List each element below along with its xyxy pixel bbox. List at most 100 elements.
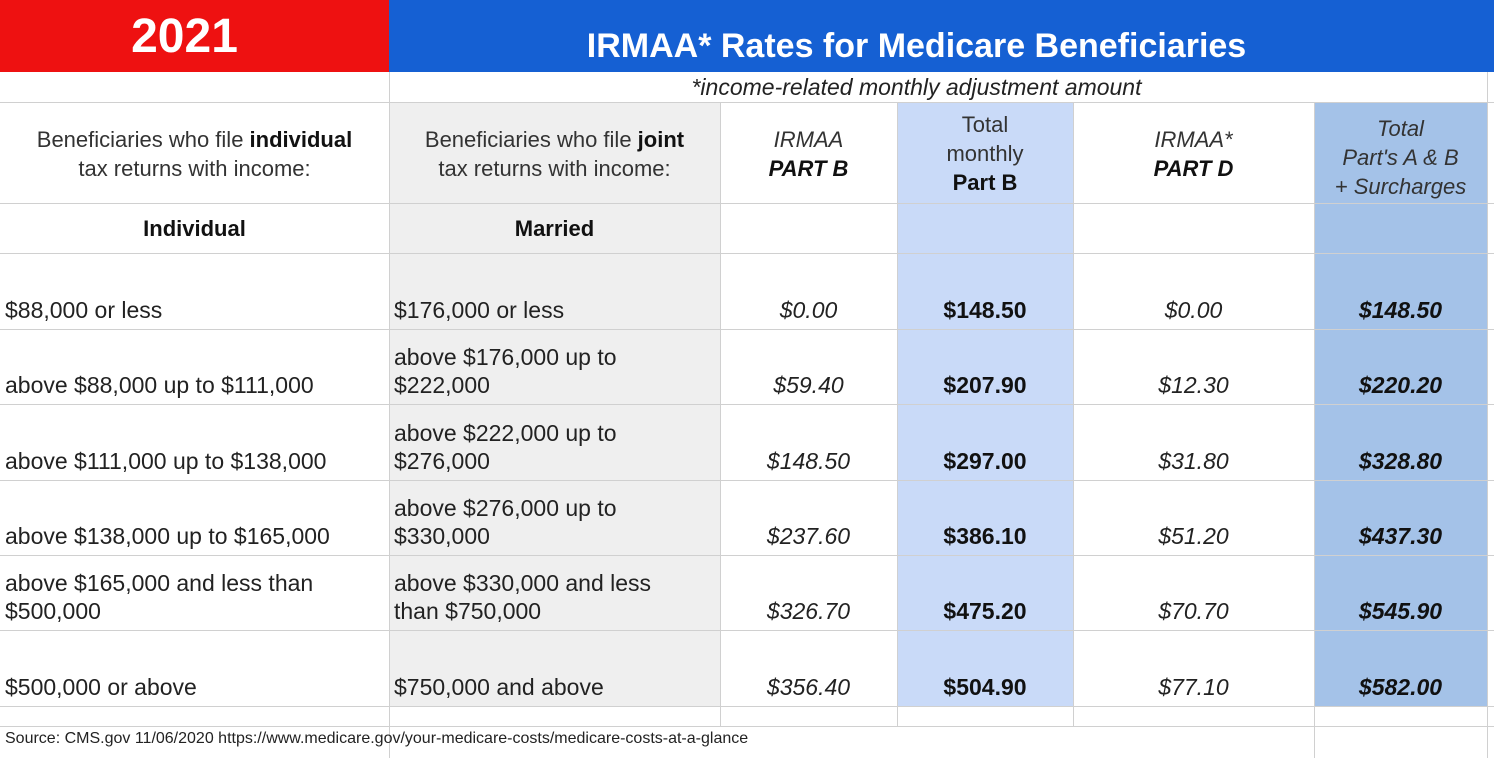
year-banner: 2021	[0, 0, 389, 72]
grid-line	[720, 102, 721, 726]
cell-value: $326.70	[766, 598, 851, 624]
cell-value: $475.20	[943, 598, 1027, 624]
header-joint-text: Beneficiaries who file	[424, 127, 638, 152]
cell-value: $0.00	[779, 297, 838, 323]
grid-line	[0, 329, 1494, 330]
cell-text-line: $176,000 or less	[394, 297, 565, 323]
cell-total-b: $297.00	[897, 404, 1073, 480]
subtitle: *income-related monthly adjustment amoun…	[389, 72, 1494, 102]
header-individual-text: Beneficiaries who file	[36, 127, 250, 152]
header-joint: Beneficiaries who file joint tax returns…	[389, 110, 720, 198]
cell-irmaa-d: $70.70	[1073, 555, 1314, 630]
cell-total-b: $207.90	[897, 329, 1073, 404]
cell-irmaa-b: $326.70	[720, 555, 897, 630]
grid-line	[1487, 72, 1488, 758]
grid-line	[0, 404, 1494, 405]
cell-individual: above $138,000 up to $165,000	[0, 480, 389, 555]
cell-irmaa-b: $237.60	[720, 480, 897, 555]
subtitle-text: *income-related monthly adjustment amoun…	[691, 73, 1142, 100]
cell-value: $582.00	[1358, 674, 1443, 700]
cell-value: $59.40	[773, 372, 844, 398]
cell-value: $356.40	[766, 674, 851, 700]
cell-individual: $88,000 or less	[0, 253, 389, 329]
cell-text-line: $330,000	[394, 523, 490, 549]
cell-text-line: $88,000 or less	[5, 297, 163, 323]
cell-total-ab: $582.00	[1314, 630, 1487, 706]
header-irmaa-d-line2: PART D	[1153, 156, 1234, 181]
grid-line	[0, 726, 1494, 727]
cell-individual: above $88,000 up to $111,000	[0, 329, 389, 404]
header-individual-bold: individual	[249, 127, 353, 152]
header-irmaa-part-b: IRMAA PART B	[720, 110, 897, 198]
title-banner: IRMAA* Rates for Medicare Beneficiaries	[389, 0, 1494, 72]
cell-individual: above $111,000 up to $138,000	[0, 404, 389, 480]
cell-text-line: $500,000	[5, 598, 101, 624]
cell-text-line: above $276,000 up to	[394, 495, 617, 521]
cell-total-b: $475.20	[897, 555, 1073, 630]
cell-total-b: $148.50	[897, 253, 1073, 329]
cell-married: above $176,000 up to $222,000	[389, 329, 720, 404]
cell-irmaa-d: $51.20	[1073, 480, 1314, 555]
subheader-individual: Individual	[0, 203, 389, 253]
cell-irmaa-d: $31.80	[1073, 404, 1314, 480]
grid-line	[0, 630, 1494, 631]
cell-value: $386.10	[943, 523, 1027, 549]
cell-irmaa-b: $59.40	[720, 329, 897, 404]
cell-irmaa-b: $148.50	[720, 404, 897, 480]
header-individual: Beneficiaries who file individual tax re…	[0, 110, 389, 198]
cell-value: $0.00	[1164, 297, 1223, 323]
cell-married: above $222,000 up to $276,000	[389, 404, 720, 480]
cell-value: $207.90	[943, 372, 1027, 398]
cell-individual: above $165,000 and less than $500,000	[0, 555, 389, 630]
cell-value: $148.50	[766, 448, 851, 474]
cell-value: $51.20	[1158, 523, 1229, 549]
cell-value: $545.90	[1358, 598, 1443, 624]
cell-text-line: $276,000	[394, 448, 490, 474]
header-total-b-line1: Total	[961, 111, 1009, 137]
header-total-b-line3: Part B	[952, 169, 1018, 195]
header-total-b-line2: monthly	[946, 140, 1024, 166]
cell-married: above $330,000 and less than $750,000	[389, 555, 720, 630]
cell-irmaa-d: $12.30	[1073, 329, 1314, 404]
header-irmaa-d-line1: IRMAA*	[1154, 127, 1233, 152]
grid-line	[0, 203, 1494, 204]
cell-total-b: $504.90	[897, 630, 1073, 706]
cell-text-line: above $111,000 up to $138,000	[5, 448, 327, 474]
cell-total-ab: $437.30	[1314, 480, 1487, 555]
header-total-part-b: Total monthly Part B	[897, 106, 1073, 200]
cell-value: $31.80	[1158, 448, 1229, 474]
header-irmaa-b-line1: IRMAA	[773, 127, 844, 152]
cell-total-ab: $148.50	[1314, 253, 1487, 329]
cell-value: $148.50	[943, 297, 1027, 323]
header-irmaa-b-line2: PART B	[768, 156, 849, 181]
cell-text-line: above $176,000 up to	[394, 344, 617, 370]
cell-individual: $500,000 or above	[0, 630, 389, 706]
header-joint-text2: tax returns with income:	[438, 156, 671, 181]
cell-text-line: $222,000	[394, 372, 490, 398]
grid-line	[0, 253, 1494, 254]
header-individual-text2: tax returns with income:	[78, 156, 311, 181]
cell-married: above $276,000 up to $330,000	[389, 480, 720, 555]
header-irmaa-part-d: IRMAA* PART D	[1073, 110, 1314, 198]
grid-line	[897, 102, 898, 726]
cell-text-line: above $88,000 up to $111,000	[5, 372, 314, 398]
cell-irmaa-d: $77.10	[1073, 630, 1314, 706]
cell-total-ab: $328.80	[1314, 404, 1487, 480]
grid-line	[389, 72, 390, 758]
year-text: 2021	[131, 9, 238, 63]
cell-married: $750,000 and above	[389, 630, 720, 706]
header-total-ab: Total Part's A & B + Surcharges	[1314, 112, 1487, 202]
cell-value: $220.20	[1358, 372, 1443, 398]
cell-text-line: $750,000 and above	[394, 674, 604, 700]
cell-value: $77.10	[1158, 674, 1229, 700]
cell-text-line: $500,000 or above	[5, 674, 197, 700]
cell-text-line: above $165,000 and less than	[5, 570, 314, 596]
cell-text-line: above $330,000 and less	[394, 570, 652, 596]
header-total-ab-line2: Part's A & B	[1342, 144, 1459, 170]
cell-text-line: above $222,000 up to	[394, 420, 617, 446]
cell-text-line: than $750,000	[394, 598, 542, 624]
grid-line	[0, 102, 1494, 103]
cell-value: $437.30	[1358, 523, 1443, 549]
header-joint-bold: joint	[637, 127, 685, 152]
grid-line	[0, 480, 1494, 481]
